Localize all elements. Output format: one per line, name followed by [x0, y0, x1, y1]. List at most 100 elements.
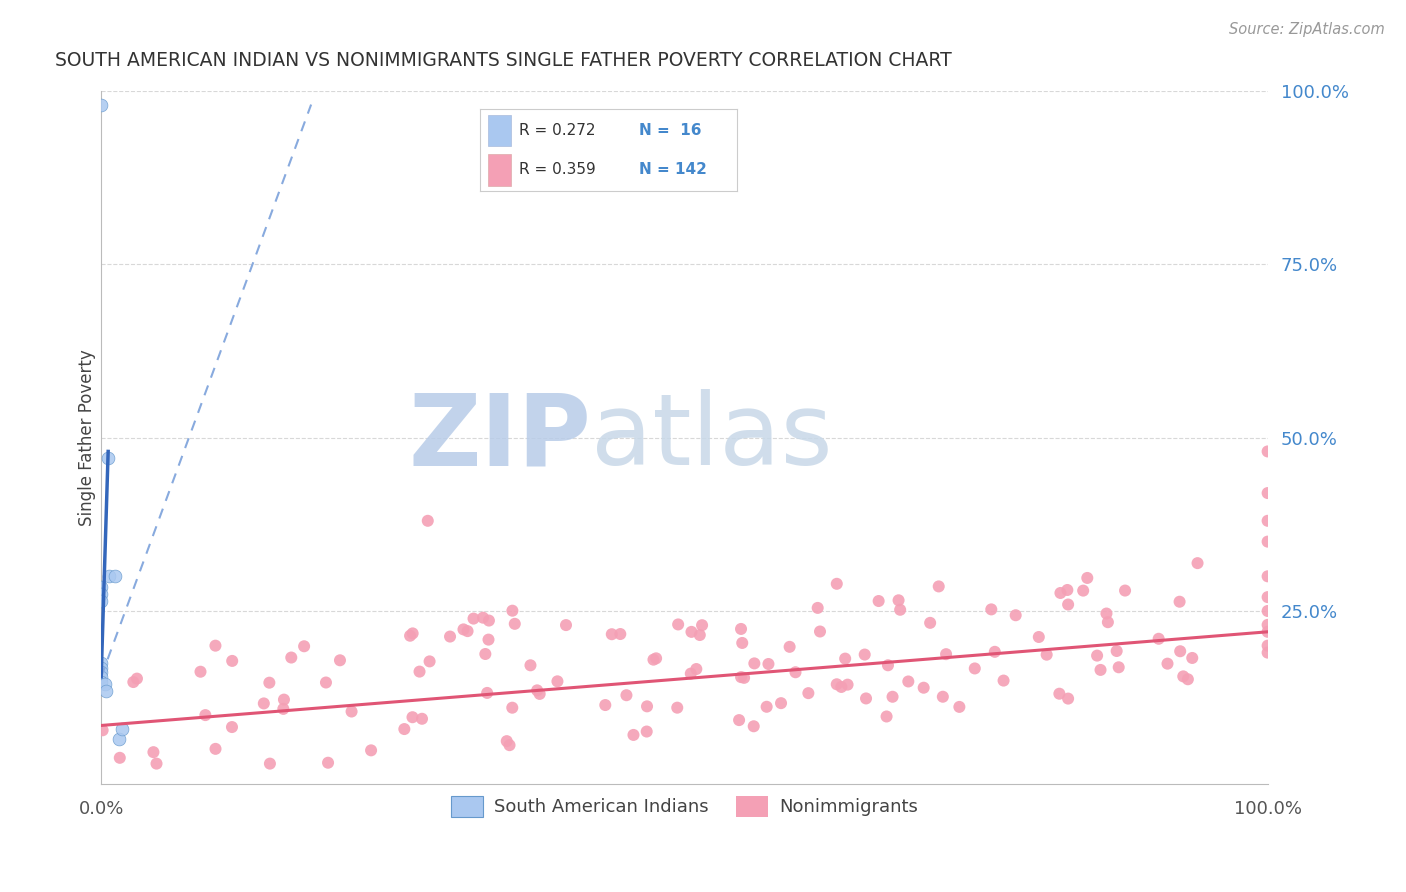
Point	[360, 743, 382, 757]
Point	[1257, 486, 1279, 500]
Point	[419, 654, 441, 668]
Point	[897, 674, 920, 689]
Point	[204, 742, 226, 756]
Text: atlas: atlas	[591, 389, 832, 486]
Point	[97, 451, 120, 466]
Text: SOUTH AMERICAN INDIAN VS NONIMMIGRANTS SINGLE FATHER POVERTY CORRELATION CHART: SOUTH AMERICAN INDIAN VS NONIMMIGRANTS S…	[55, 51, 952, 70]
Point	[90, 665, 112, 679]
Point	[401, 626, 423, 640]
Point	[882, 690, 904, 704]
Point	[963, 661, 986, 675]
Point	[1181, 651, 1204, 665]
Point	[273, 702, 295, 716]
Point	[416, 514, 439, 528]
Point	[980, 602, 1002, 616]
Point	[666, 617, 689, 632]
Point	[457, 624, 479, 639]
Point	[1028, 630, 1050, 644]
Point	[730, 622, 752, 636]
Point	[408, 665, 430, 679]
Point	[221, 654, 243, 668]
Point	[108, 751, 131, 765]
Point	[280, 650, 302, 665]
Point	[122, 675, 145, 690]
Point	[912, 681, 935, 695]
Point	[1257, 646, 1279, 660]
Point	[932, 690, 955, 704]
Point	[984, 645, 1007, 659]
Point	[928, 579, 950, 593]
Point	[1147, 632, 1170, 646]
Point	[1257, 569, 1279, 583]
Point	[1257, 514, 1279, 528]
Point	[475, 686, 498, 700]
Point	[259, 675, 281, 690]
Point	[340, 705, 363, 719]
Point	[731, 636, 754, 650]
Point	[779, 640, 801, 654]
Point	[292, 640, 315, 654]
Point	[190, 665, 212, 679]
Point	[498, 738, 520, 752]
Point	[316, 756, 339, 770]
Point	[315, 675, 337, 690]
Point	[104, 569, 127, 583]
Point	[935, 647, 957, 661]
Point	[834, 651, 856, 665]
Point	[730, 670, 752, 684]
Point	[259, 756, 281, 771]
Text: Source: ZipAtlas.com: Source: ZipAtlas.com	[1229, 22, 1385, 37]
Point	[477, 632, 499, 647]
Point	[876, 709, 898, 723]
Point	[98, 569, 121, 583]
Point	[1257, 618, 1279, 632]
Point	[609, 627, 631, 641]
Point	[1257, 444, 1279, 458]
Point	[90, 97, 112, 112]
Point	[797, 686, 820, 700]
Point	[1257, 604, 1279, 618]
Point	[90, 674, 112, 689]
Point	[1105, 644, 1128, 658]
Point	[769, 696, 792, 710]
Point	[1257, 590, 1279, 604]
Point	[920, 615, 942, 630]
Point	[1047, 687, 1070, 701]
Point	[463, 611, 485, 625]
Point	[744, 657, 766, 671]
Point	[600, 627, 623, 641]
Point	[690, 618, 713, 632]
Point	[689, 628, 711, 642]
Point	[1004, 608, 1026, 623]
Point	[636, 699, 658, 714]
Point	[125, 672, 148, 686]
Point	[1168, 644, 1191, 658]
Point	[855, 691, 877, 706]
Point	[1257, 639, 1279, 653]
Point	[1076, 571, 1098, 585]
Point	[474, 647, 496, 661]
Point	[1095, 607, 1118, 621]
Point	[1168, 595, 1191, 609]
Point	[142, 745, 165, 759]
Point	[1114, 583, 1136, 598]
Point	[495, 734, 517, 748]
Point	[90, 580, 112, 594]
Point	[758, 657, 780, 671]
Point	[94, 683, 117, 698]
Point	[472, 610, 495, 624]
Point	[853, 648, 876, 662]
Point	[830, 680, 852, 694]
Point	[478, 614, 501, 628]
Point	[728, 713, 751, 727]
Point	[623, 728, 645, 742]
Legend: South American Indians, Nonimmigrants: South American Indians, Nonimmigrants	[443, 789, 925, 824]
Point	[1108, 660, 1130, 674]
Point	[439, 630, 461, 644]
Point	[90, 656, 112, 670]
Point	[825, 576, 848, 591]
Point	[666, 700, 689, 714]
Point	[685, 662, 707, 676]
Point	[742, 719, 765, 733]
Point	[645, 651, 668, 665]
